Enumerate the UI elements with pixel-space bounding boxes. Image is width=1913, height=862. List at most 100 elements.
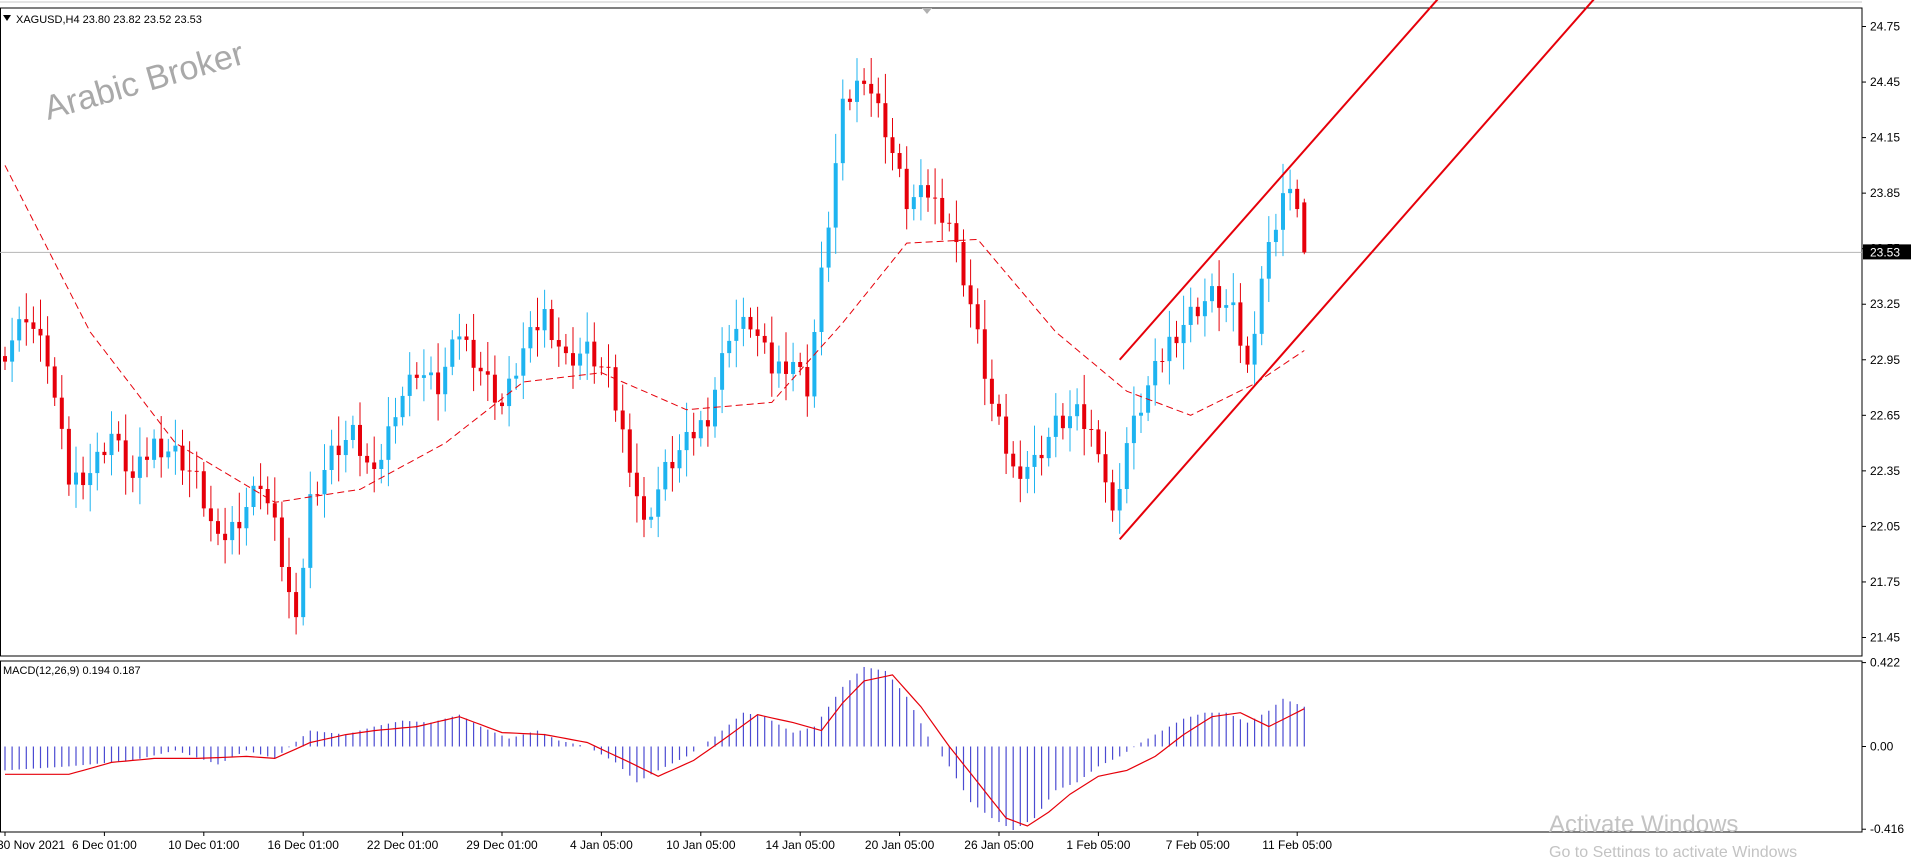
candle-body	[88, 473, 93, 486]
candle-body	[358, 424, 362, 456]
candle-body	[741, 316, 746, 329]
candle-body	[66, 428, 71, 485]
candle-body	[102, 451, 107, 456]
candle-body	[862, 80, 867, 84]
candle-body	[336, 445, 341, 456]
candle-body	[1068, 416, 1072, 429]
candle-body	[855, 80, 859, 102]
candle-body	[762, 335, 767, 343]
candle-body	[634, 472, 639, 497]
candle-body	[74, 472, 78, 485]
candle-body	[1252, 333, 1257, 365]
candle-body	[429, 372, 433, 376]
candle-body	[322, 469, 327, 495]
candle-body	[1117, 489, 1122, 511]
x-tick-label: 10 Jan 05:00	[666, 838, 736, 852]
x-tick-label: 14 Jan 05:00	[765, 838, 835, 852]
candle-body	[208, 508, 213, 522]
candles-group	[3, 57, 1307, 635]
candle-body	[677, 450, 682, 469]
candle-body	[1103, 454, 1108, 483]
moving-average-line	[4, 165, 1305, 503]
candle-body	[1238, 302, 1243, 346]
channel-upper-line[interactable]	[1118, 0, 1447, 361]
candle-body	[656, 489, 661, 517]
x-tick-label: 16 Dec 01:00	[268, 838, 340, 852]
candle-body	[436, 372, 441, 395]
candle-body	[492, 374, 497, 403]
candle-body	[1167, 336, 1172, 362]
candle-body	[1018, 466, 1023, 479]
current-price-label: 23.53	[1870, 245, 1900, 259]
candle-body	[649, 516, 654, 520]
watermark-text: Arabic Broker	[40, 34, 248, 127]
candle-body	[1224, 305, 1229, 308]
candle-body	[1004, 416, 1009, 454]
y-tick-label: 24.75	[1870, 20, 1900, 34]
candle-body	[776, 361, 781, 374]
candle-body	[833, 163, 838, 228]
candle-body	[38, 328, 43, 336]
candle-body	[1202, 301, 1207, 317]
candle-body	[1266, 242, 1271, 279]
candle-body	[1181, 324, 1186, 344]
candle-body	[251, 485, 256, 508]
candle-body	[329, 445, 334, 470]
candle-body	[549, 309, 554, 341]
candle-body	[698, 420, 703, 439]
candle-body	[940, 197, 945, 223]
candle-body	[216, 521, 220, 534]
candle-body	[805, 366, 810, 397]
candle-body	[968, 285, 973, 305]
candle-body	[230, 521, 235, 541]
triangle-down-icon[interactable]	[3, 15, 11, 21]
macd-title: MACD(12,26,9) 0.194 0.187	[3, 665, 141, 677]
candle-body	[933, 197, 938, 199]
candle-body	[145, 456, 149, 460]
candle-body	[1032, 454, 1037, 467]
candle-body	[556, 340, 561, 347]
channel-lower-line[interactable]	[1118, 0, 1603, 541]
macd-signal-line	[5, 674, 1305, 827]
candle-body	[890, 137, 895, 154]
candle-body	[407, 374, 412, 396]
candle-body	[24, 319, 29, 323]
candle-body	[926, 185, 930, 198]
candle-body	[1295, 188, 1300, 210]
candle-body	[272, 503, 277, 518]
x-tick-label: 26 Jan 05:00	[964, 838, 1034, 852]
candle-body	[45, 335, 50, 367]
candle-body	[1174, 336, 1179, 344]
activate-windows-title: Activate Windows	[1549, 811, 1738, 838]
candle-body	[748, 316, 753, 330]
candle-body	[904, 168, 909, 210]
y-tick-label: 22.35	[1870, 464, 1900, 478]
candle-body	[620, 410, 625, 430]
candle-body	[691, 431, 696, 439]
candle-body	[159, 438, 164, 458]
candle-body	[1281, 193, 1285, 230]
candle-body	[897, 153, 902, 169]
candle-body	[3, 356, 7, 362]
x-tick-label: 7 Feb 05:00	[1166, 838, 1230, 852]
candle-body	[457, 336, 462, 340]
candle-body	[1110, 482, 1115, 511]
candle-body	[627, 429, 632, 473]
candle-body	[308, 494, 313, 568]
candle-body	[507, 378, 512, 407]
candle-body	[1131, 415, 1136, 444]
candle-body	[535, 327, 540, 331]
candle-body	[443, 366, 448, 395]
candle-body	[571, 353, 575, 366]
candle-body	[1217, 286, 1222, 308]
candle-body	[784, 361, 788, 374]
y-tick-label: 24.15	[1870, 131, 1900, 145]
candle-body	[223, 533, 228, 541]
candle-body	[301, 567, 306, 618]
candle-body	[166, 451, 171, 458]
candle-body	[1273, 229, 1278, 243]
symbol-ohlc-header: XAGUSD,H4 23.80 23.82 23.52 23.53	[16, 14, 202, 26]
candle-body	[705, 420, 710, 427]
